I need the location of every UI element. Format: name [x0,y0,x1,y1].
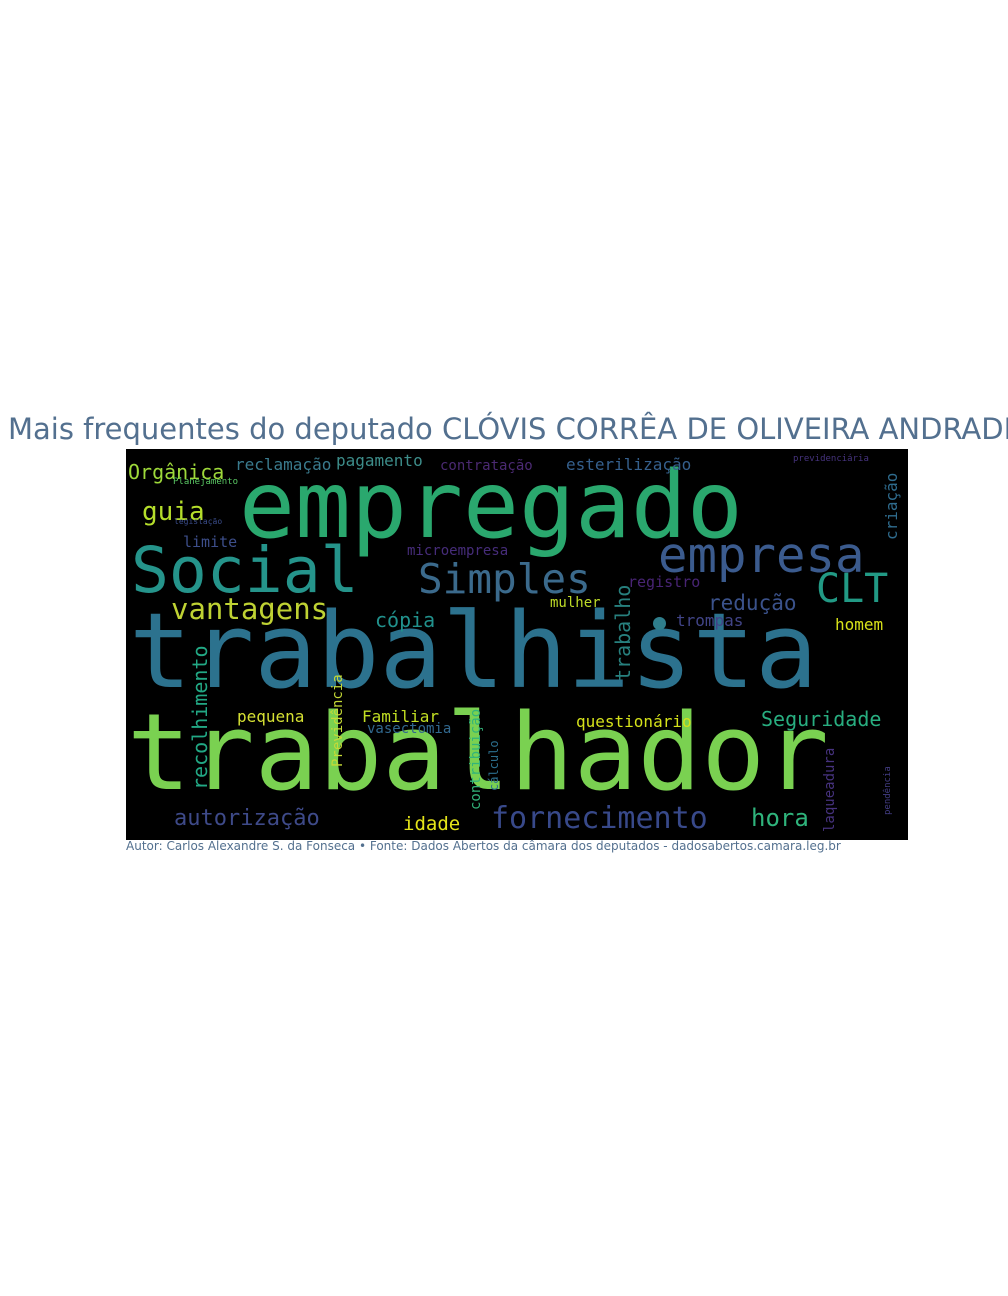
word-reclamacao: reclamação [235,455,332,474]
word-vasectomia: vasectomia [367,721,452,737]
word-legislacao: legislação [174,517,223,526]
word-organica: Orgânica [128,460,225,484]
word-pequena: pequena [237,707,305,726]
word-registro: registro [628,573,701,591]
word-familiar: Familiar [362,707,440,726]
word-pendencia: pendência [883,766,893,815]
word-hora: hora [751,804,809,832]
word-cloud: empregado trabalhista trabalhador Social… [126,449,908,840]
word-copia: cópia [375,608,436,632]
word-trompas: trompas [676,611,744,630]
word-criacao: criação [882,472,901,540]
word-homem: homem [835,615,884,634]
word-reducao: redução [708,591,797,615]
word-empregado: empregado [239,451,743,559]
word-trabalhista: trabalhista [129,590,818,712]
word-guia: guia [142,497,205,527]
chart-title: Mais frequentes do deputado CLÓVIS CORRÊ… [8,412,1008,446]
credit-line: Autor: Carlos Alexandre S. da Fonseca • … [126,839,841,853]
word-esterilizacao: esterilização [566,455,692,474]
word-previdenciaria: previdenciária [793,454,869,464]
word-mulher: mulher [550,595,601,611]
word-recolhimento: recolhimento [188,645,212,791]
word-microempresa: microempresa [407,543,509,559]
word-trabalho: trabalho [611,584,635,681]
word-questionario: questionário [576,712,692,731]
word-laqueadura: laqueadura [822,747,838,832]
word-limite: limite [183,533,238,551]
word-seguridade: Seguridade [761,707,882,731]
word-trabalhador: trabalhador [127,691,829,814]
word-contribuicao: contribuição [468,708,484,810]
word-pagamento: pagamento [336,451,423,470]
word-vantagens: vantagens [171,592,329,626]
word-autorizacao: autorização [174,806,320,831]
word-previdencia: Previdência [330,674,346,767]
word-contratacao: contratação [440,458,533,474]
word-fornecimento: fornecimento [491,801,708,836]
word-clt: CLT [816,566,889,612]
word-idade: idade [403,813,461,835]
word-planejamento: Planejamento [173,477,239,487]
word-dot [653,617,666,630]
word-calculo: cálculo [487,740,501,791]
word-simples: Simples [418,555,591,603]
word-social: Social [131,534,359,607]
word-empresa: empresa [658,527,865,584]
